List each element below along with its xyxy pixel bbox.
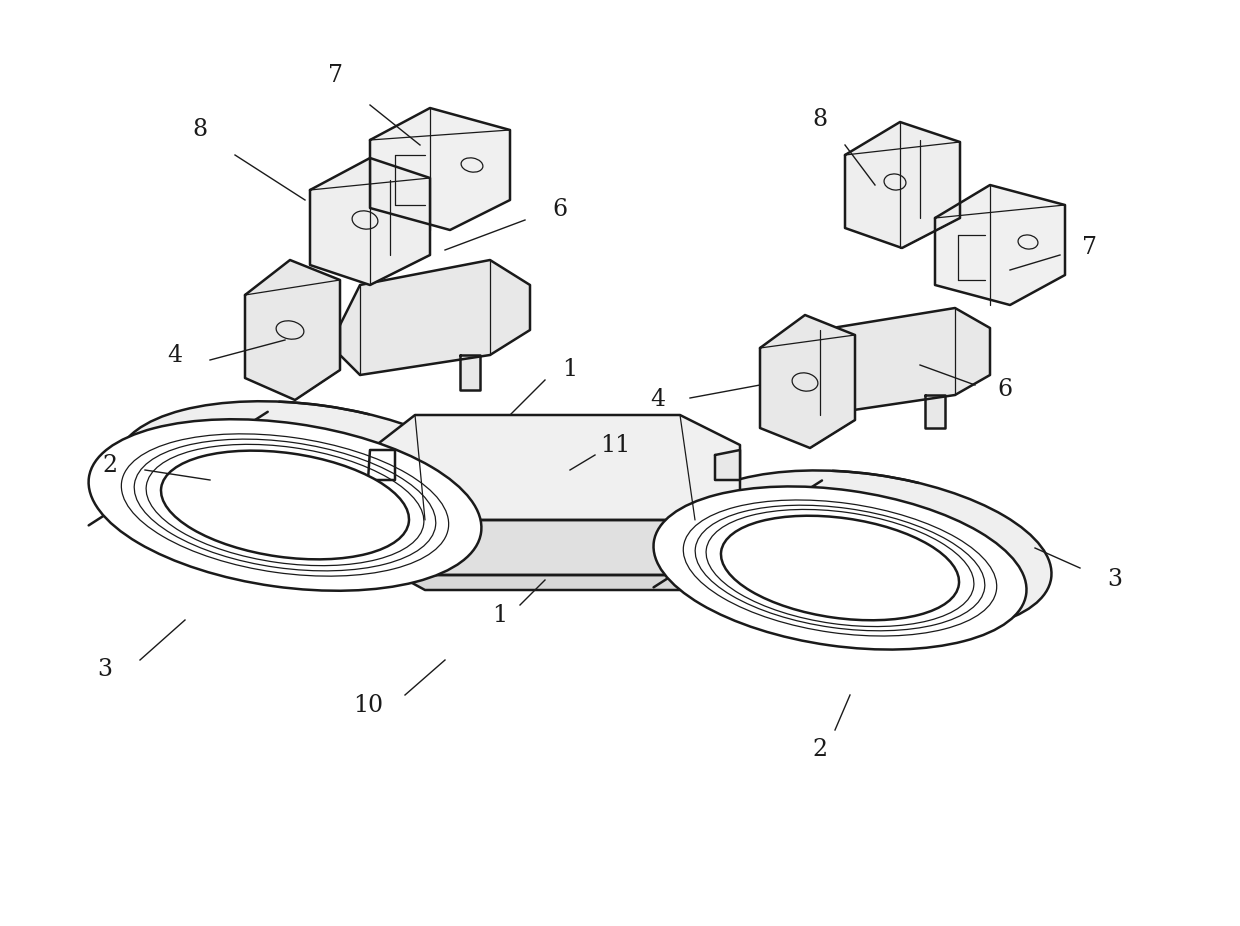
Text: 8: 8 bbox=[192, 119, 207, 142]
Polygon shape bbox=[844, 122, 960, 248]
Ellipse shape bbox=[88, 419, 481, 591]
Text: 11: 11 bbox=[600, 433, 630, 457]
Polygon shape bbox=[760, 315, 856, 448]
Polygon shape bbox=[370, 108, 510, 230]
Text: 4: 4 bbox=[167, 344, 182, 367]
Text: 1: 1 bbox=[492, 604, 507, 627]
Text: 10: 10 bbox=[353, 694, 383, 717]
Ellipse shape bbox=[678, 470, 1052, 633]
Text: 3: 3 bbox=[1107, 569, 1122, 592]
Polygon shape bbox=[460, 355, 480, 390]
Polygon shape bbox=[925, 395, 945, 428]
Text: 8: 8 bbox=[812, 108, 827, 131]
Text: 4: 4 bbox=[651, 389, 666, 411]
Polygon shape bbox=[935, 185, 1065, 305]
Text: 7: 7 bbox=[1083, 236, 1097, 259]
Text: 2: 2 bbox=[103, 454, 118, 477]
Polygon shape bbox=[340, 260, 529, 375]
Ellipse shape bbox=[720, 516, 959, 620]
Polygon shape bbox=[246, 260, 340, 400]
Text: 2: 2 bbox=[812, 739, 827, 761]
Ellipse shape bbox=[117, 401, 510, 573]
Polygon shape bbox=[715, 450, 740, 480]
Polygon shape bbox=[368, 450, 396, 480]
Ellipse shape bbox=[653, 486, 1027, 649]
Polygon shape bbox=[370, 490, 740, 575]
Text: 6: 6 bbox=[553, 198, 568, 221]
Ellipse shape bbox=[161, 451, 409, 559]
Polygon shape bbox=[800, 308, 990, 415]
Text: 6: 6 bbox=[997, 379, 1013, 402]
Text: 7: 7 bbox=[327, 64, 342, 86]
Text: 3: 3 bbox=[98, 658, 113, 682]
Polygon shape bbox=[370, 545, 740, 590]
Polygon shape bbox=[370, 415, 740, 520]
Text: 1: 1 bbox=[563, 358, 578, 382]
Polygon shape bbox=[310, 158, 430, 285]
